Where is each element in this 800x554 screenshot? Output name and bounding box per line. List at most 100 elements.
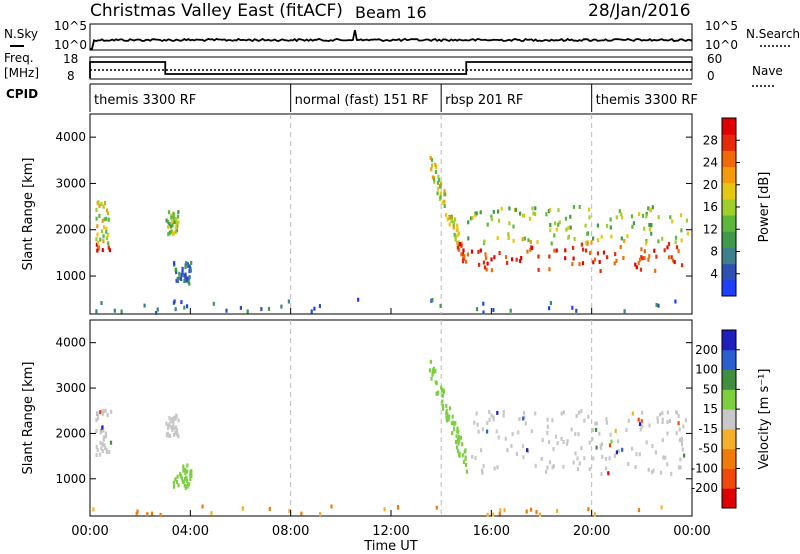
range-gate-cell — [432, 177, 436, 182]
range-gate-cell — [180, 273, 183, 278]
range-gate-cell — [172, 211, 175, 216]
range-gate-cell — [562, 464, 565, 469]
range-gate-cell — [473, 420, 476, 425]
range-gate-cell — [288, 508, 291, 513]
range-gate-cell — [608, 443, 612, 448]
range-gate-cell — [620, 236, 623, 241]
nave-tick-top: 60 — [707, 52, 722, 66]
colorbar-swatch — [722, 231, 736, 248]
range-gate-cell — [95, 207, 98, 212]
range-gate-cell — [239, 305, 242, 310]
range-gate-cell — [600, 234, 603, 239]
range-gate-cell — [674, 240, 677, 245]
range-gate-cell — [522, 455, 525, 460]
range-gate-cell — [474, 456, 477, 460]
range-gate-cell — [173, 426, 176, 431]
range-gate-cell — [609, 432, 612, 437]
cpid-segment-label: themis 3300 RF — [94, 93, 196, 108]
range-gate-cell — [434, 380, 437, 385]
range-gate-cell — [677, 465, 680, 470]
range-gate-cell — [189, 472, 192, 477]
range-gate-cell — [631, 224, 634, 229]
colorbar-swatch — [722, 409, 736, 430]
colorbar-tick-label: 100 — [695, 363, 718, 377]
range-gate-cell — [460, 243, 463, 248]
range-gate-cell — [184, 467, 187, 472]
range-gate-cell — [104, 408, 107, 413]
nsky-tick-top: 10^5 — [54, 19, 87, 33]
range-gate-cell — [431, 163, 434, 168]
range-gate-cell — [212, 301, 215, 306]
range-gate-cell — [441, 200, 444, 205]
x-axis-label: Time UT — [363, 539, 417, 554]
range-gate-cell — [165, 421, 168, 426]
velocity-colorbar: 200 100 50 15 -15 -50 -100 -200 Velocity [m s⁻¹] — [691, 329, 772, 509]
range-gate-cell — [483, 265, 487, 270]
range-gate-cell — [456, 426, 459, 431]
range-gate-cell — [549, 301, 552, 306]
y-tick-label: 4000 — [55, 336, 86, 350]
y-axis-label: Slant Range [km] — [21, 158, 36, 271]
colorbar-tick-label: 50 — [703, 382, 718, 396]
range-gate-cell — [460, 252, 463, 257]
range-gate-cell — [445, 418, 448, 423]
range-gate-cell — [95, 237, 98, 242]
range-gate-cell — [330, 504, 333, 509]
colorbar-tick-label: -15 — [698, 422, 718, 436]
range-gate-cell — [92, 507, 95, 512]
range-gate-cell — [174, 216, 177, 221]
freq-trace — [89, 61, 692, 78]
range-gate-cell — [448, 406, 452, 411]
range-gate-cell — [171, 219, 174, 224]
colorbar-label: Power [dB] — [757, 172, 772, 243]
range-gate-cell — [667, 242, 671, 246]
range-gate-cell — [679, 213, 683, 218]
range-gate-cell — [652, 468, 655, 473]
range-gate-cell — [482, 260, 485, 265]
range-gate-cell — [442, 406, 445, 411]
range-gate-cell — [683, 453, 686, 458]
range-gate-cell — [170, 229, 173, 234]
range-gate-cell — [174, 416, 177, 421]
range-gate-cell — [532, 211, 535, 216]
range-gate-cell — [99, 441, 102, 445]
range-gate-cell — [178, 276, 181, 281]
range-gate-cell — [180, 300, 183, 305]
range-gate-cell — [686, 231, 689, 236]
range-gate-cell — [545, 469, 548, 474]
range-gate-cell — [640, 419, 643, 424]
range-gate-cell — [159, 512, 162, 517]
range-gate-cell — [100, 201, 103, 206]
range-gate-cell — [582, 247, 585, 252]
range-gate-cell — [663, 248, 666, 253]
range-gate-cell — [599, 446, 602, 451]
range-gate-cell — [502, 409, 505, 414]
range-gate-cell — [666, 420, 669, 424]
range-gate-cell — [614, 252, 617, 257]
range-gate-cell — [531, 246, 534, 250]
range-gate-cell — [492, 209, 495, 214]
range-gate-cell — [645, 440, 648, 445]
nsky-strip: N.Sky 10^5 10^0 10^5 10^0 N.Search — [4, 19, 800, 52]
range-gate-cell — [481, 470, 484, 475]
range-gate-cell — [548, 254, 551, 259]
range-gate-cell — [106, 211, 110, 216]
range-gate-cell — [564, 216, 568, 221]
range-gate-cell — [600, 442, 604, 447]
range-gate-cell — [507, 232, 510, 237]
y-tick-label: 2000 — [55, 426, 86, 440]
range-gate-cell — [318, 304, 321, 309]
range-gate-cell — [175, 228, 178, 233]
colorbar-label: Velocity [m s⁻¹] — [757, 369, 772, 470]
range-gate-cell — [189, 470, 192, 475]
range-gate-cell — [637, 261, 640, 265]
range-gate-cell — [287, 299, 290, 304]
range-gate-cell — [496, 410, 499, 415]
range-gate-cell — [496, 236, 499, 240]
range-gate-cell — [565, 227, 568, 232]
range-gate-cell — [570, 427, 573, 432]
range-gate-cell — [677, 414, 680, 418]
y-tick-label: 1000 — [55, 472, 86, 486]
range-gate-cell — [530, 429, 533, 434]
range-gate-cell — [455, 440, 458, 445]
